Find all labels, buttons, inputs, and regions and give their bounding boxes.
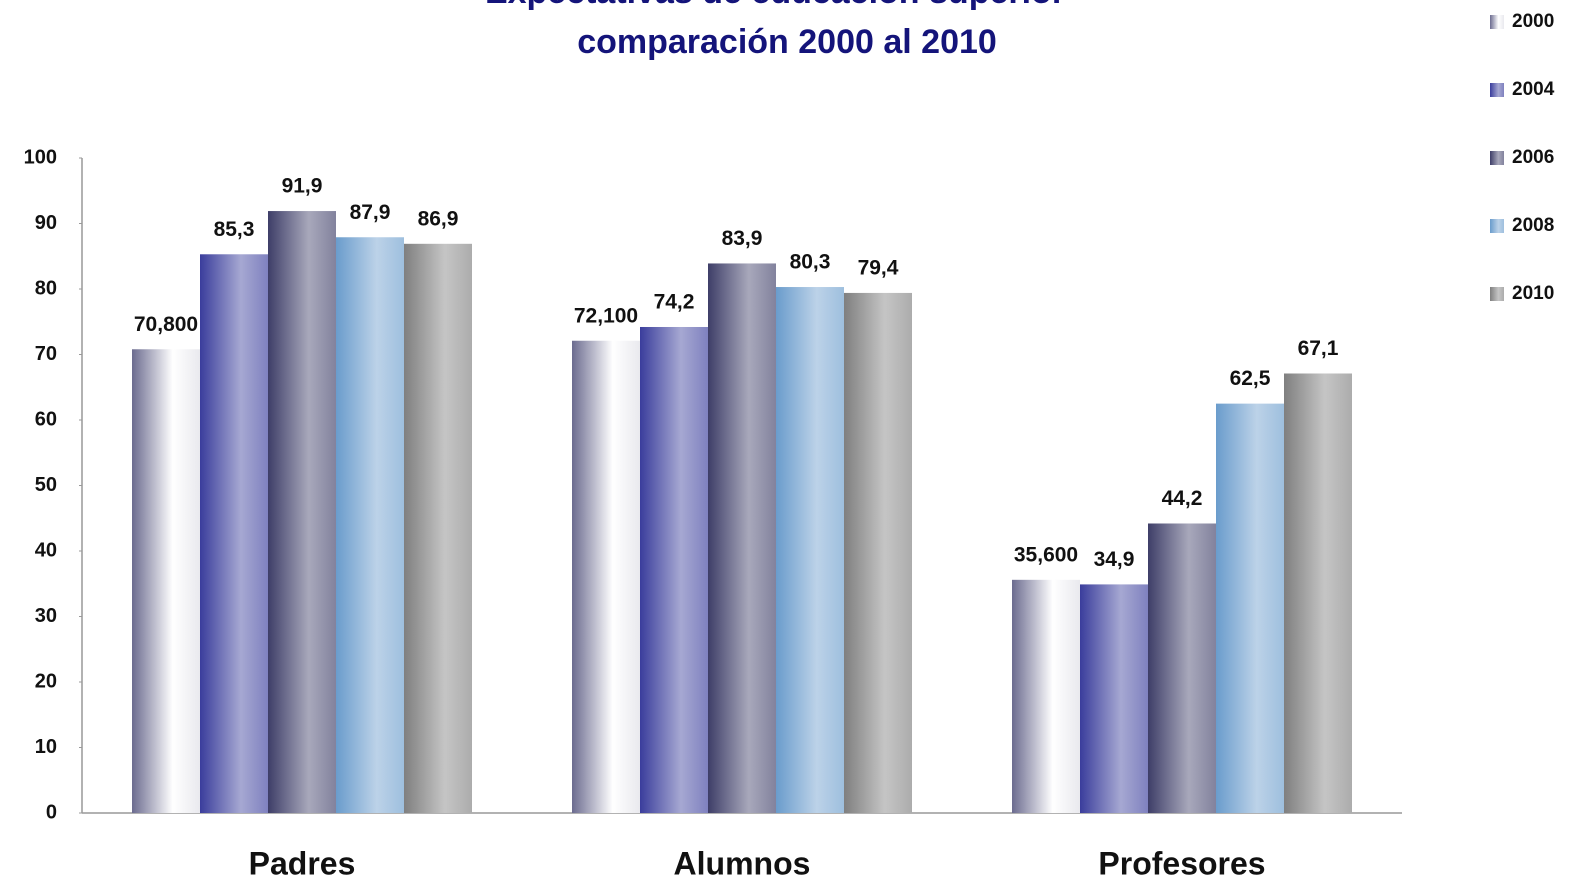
legend-label: 2000 [1512, 11, 1554, 32]
value-label: 62,5 [1230, 367, 1271, 390]
value-label: 44,2 [1162, 487, 1203, 510]
y-tick-label: 30 [35, 605, 57, 627]
chart-title: Expectativas de educación superior [485, 0, 1065, 11]
value-label: 72,100 [574, 304, 638, 327]
y-tick-label: 90 [35, 212, 57, 234]
legend-label: 2006 [1512, 147, 1554, 168]
legend-label: 2004 [1512, 79, 1555, 100]
bar [776, 287, 844, 813]
bar [844, 292, 912, 813]
value-label: 34,9 [1094, 548, 1135, 571]
bar [640, 326, 708, 813]
bar [200, 254, 268, 813]
value-label: 83,9 [722, 227, 763, 250]
y-tick-label: 0 [46, 801, 57, 823]
value-label: 35,600 [1014, 543, 1078, 566]
legend-label: 2008 [1512, 215, 1554, 236]
legend-swatch [1490, 219, 1504, 233]
chart-subtitle: comparación 2000 al 2010 [577, 23, 997, 61]
y-tick-label: 70 [35, 343, 57, 365]
value-label: 70,800 [134, 313, 198, 336]
y-tick-label: 50 [35, 474, 57, 496]
y-tick-label: 40 [35, 539, 57, 561]
legend-swatch [1490, 15, 1504, 29]
value-label: 87,9 [350, 201, 391, 224]
bar [1284, 373, 1352, 813]
legend-label: 2010 [1512, 283, 1554, 304]
x-tick-label: Profesores [1098, 845, 1265, 881]
value-label: 86,9 [418, 207, 459, 230]
y-tick-label: 80 [35, 277, 57, 299]
bar [1216, 403, 1284, 813]
bar [1012, 579, 1080, 813]
x-tick-label: Alumnos [674, 845, 811, 881]
bar [708, 263, 776, 814]
bar [336, 237, 404, 813]
value-label: 80,3 [790, 251, 831, 274]
bar [572, 340, 640, 813]
bar [404, 243, 472, 813]
value-label: 79,4 [858, 256, 899, 279]
bar [132, 349, 200, 813]
legend-swatch [1490, 151, 1504, 165]
legend-swatch [1490, 287, 1504, 301]
x-tick-label: Padres [249, 845, 356, 881]
value-label: 67,1 [1298, 337, 1339, 360]
bar [1148, 523, 1216, 813]
y-tick-label: 20 [35, 670, 57, 692]
value-label: 74,2 [654, 291, 695, 314]
bar [1080, 584, 1148, 813]
legend-swatch [1490, 83, 1504, 97]
y-tick-label: 60 [35, 408, 57, 430]
y-tick-label: 100 [24, 146, 57, 168]
value-label: 85,3 [214, 218, 255, 241]
bar [268, 211, 336, 813]
value-label: 91,9 [282, 175, 323, 198]
y-tick-label: 10 [35, 736, 57, 758]
